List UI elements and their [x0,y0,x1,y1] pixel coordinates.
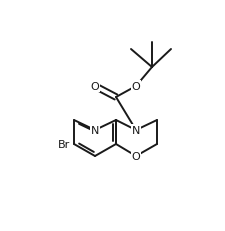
Text: N: N [90,125,99,135]
Text: N: N [131,125,140,135]
Text: O: O [90,82,99,92]
Text: O: O [131,151,140,161]
Text: O: O [131,82,140,92]
Text: Br: Br [58,139,70,149]
